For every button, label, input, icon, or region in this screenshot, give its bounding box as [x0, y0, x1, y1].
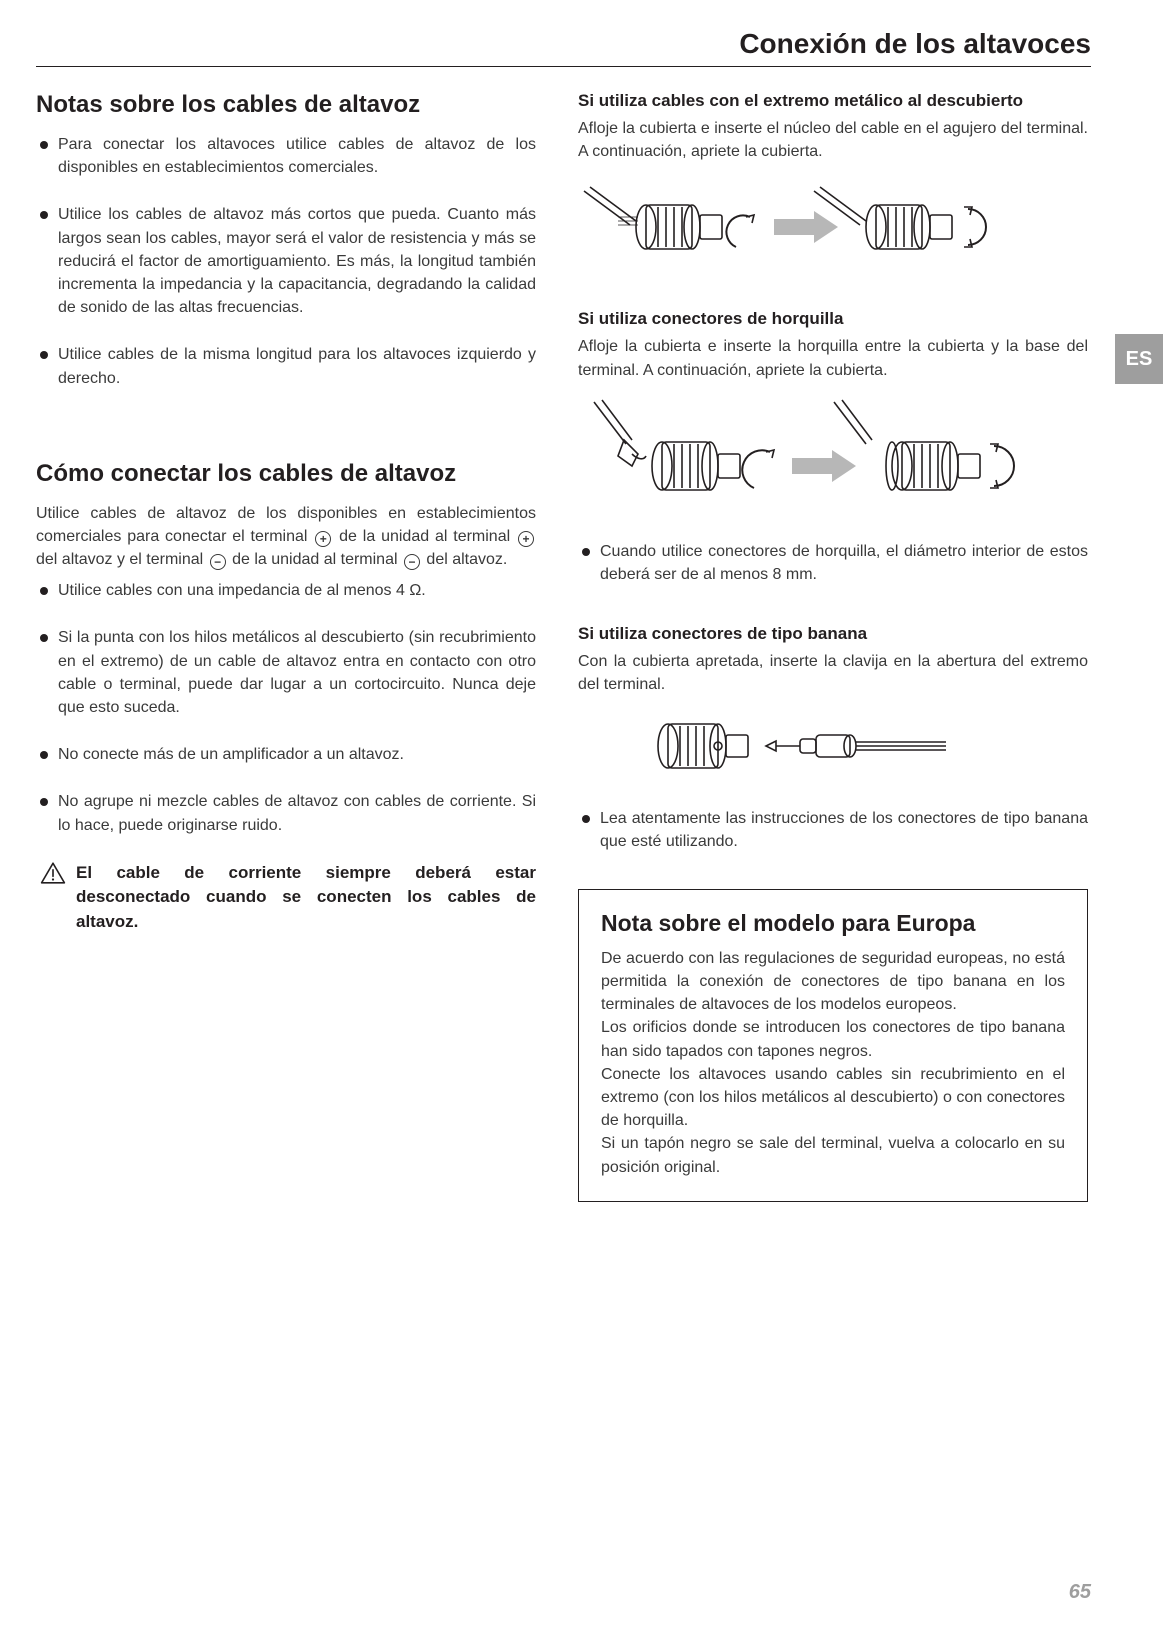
page-number: 65	[1069, 1581, 1091, 1604]
europe-note-p4: Si un tapón negro se sale del terminal, …	[601, 1132, 1065, 1178]
diagram-bare-wire	[578, 177, 1088, 269]
language-tab: ES	[1115, 334, 1163, 384]
heading-spade: Si utiliza conectores de horquilla	[578, 309, 1088, 329]
list-item: Para conectar los altavoces utilice cabl…	[36, 133, 536, 179]
heading-bare-wire: Si utiliza cables con el extremo metálic…	[578, 91, 1088, 111]
banana-body: Con la cubierta apretada, inserte la cla…	[578, 650, 1088, 696]
page-title: Conexión de los altavoces	[36, 28, 1091, 60]
connect-list: Utilice cables con una impedancia de al …	[36, 579, 536, 837]
minus-icon: −	[210, 554, 226, 570]
banana-notes: Lea atentamente las instrucciones de los…	[578, 807, 1088, 853]
list-item: Lea atentamente las instrucciones de los…	[578, 807, 1088, 853]
minus-icon: −	[404, 554, 420, 570]
europe-note-p2: Los orificios donde se introducen los co…	[601, 1016, 1065, 1062]
heading-banana: Si utiliza conectores de tipo banana	[578, 624, 1088, 644]
spade-body: Afloje la cubierta e inserte la horquill…	[578, 335, 1088, 381]
list-item: No conecte más de un amplificador a un a…	[36, 743, 536, 766]
diagram-spade	[578, 396, 1088, 514]
connect-intro: Utilice cables de altavoz de los disponi…	[36, 502, 536, 572]
plus-icon: +	[315, 531, 331, 547]
europe-note-p3: Conecte los altavoces usando cables sin …	[601, 1063, 1065, 1133]
warning-icon	[40, 861, 66, 890]
heading-connect: Cómo conectar los cables de altavoz	[36, 460, 536, 488]
list-item: Utilice los cables de altavoz más cortos…	[36, 203, 536, 319]
plus-icon: +	[518, 531, 534, 547]
list-item: Utilice cables de la misma longitud para…	[36, 343, 536, 389]
diagram-banana	[578, 711, 1088, 781]
bare-wire-body: Afloje la cubierta e inserte el núcleo d…	[578, 117, 1088, 163]
europe-note-p1: De acuerdo con las regulaciones de segur…	[601, 947, 1065, 1017]
list-item: Cuando utilice conectores de horquilla, …	[578, 540, 1088, 586]
notes-list: Para conectar los altavoces utilice cabl…	[36, 133, 536, 390]
warning: El cable de corriente siempre deberá est…	[36, 861, 536, 935]
europe-note-heading: Nota sobre el modelo para Europa	[601, 910, 1065, 937]
spade-notes: Cuando utilice conectores de horquilla, …	[578, 540, 1088, 586]
warning-text: El cable de corriente siempre deberá est…	[76, 861, 536, 935]
list-item: No agrupe ni mezcle cables de altavoz co…	[36, 790, 536, 836]
heading-notes: Notas sobre los cables de altavoz	[36, 91, 536, 119]
list-item: Utilice cables con una impedancia de al …	[36, 579, 536, 602]
list-item: Si la punta con los hilos metálicos al d…	[36, 626, 536, 719]
page-header: Conexión de los altavoces	[36, 28, 1091, 67]
europe-note-box: Nota sobre el modelo para Europa De acue…	[578, 889, 1088, 1202]
